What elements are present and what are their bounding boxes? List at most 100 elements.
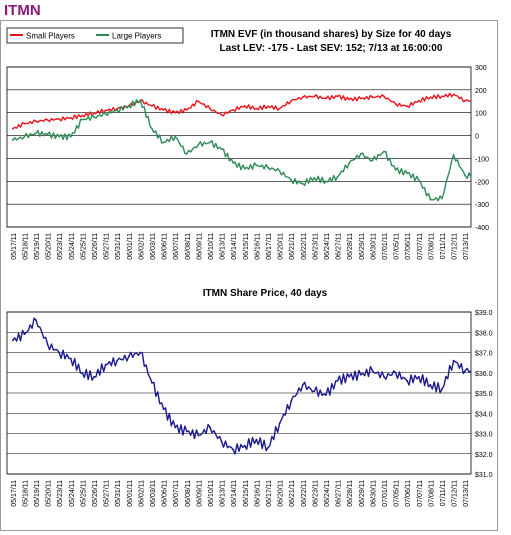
evf-data-point	[35, 132, 37, 135]
price-data-point	[116, 359, 119, 362]
evf-data-point	[243, 167, 246, 170]
price-x-tick-label: 05/18/11	[22, 480, 29, 507]
evf-x-tick-label: 06/16/11	[254, 233, 261, 260]
price-data-point	[185, 430, 188, 433]
evf-data-point	[267, 105, 269, 108]
price-data-point	[336, 379, 339, 382]
price-x-tick-label: 06/14/11	[231, 480, 238, 507]
price-data-point	[232, 448, 235, 451]
evf-data-point	[394, 103, 397, 105]
evf-x-tick-label: 07/06/11	[405, 233, 412, 260]
price-data-point	[81, 371, 84, 374]
price-data-point	[243, 444, 246, 447]
evf-data-point	[336, 95, 339, 98]
evf-x-tick-label: 07/05/11	[394, 233, 401, 260]
evf-data-point	[116, 107, 119, 110]
evf-y-tick-label: -100	[475, 156, 489, 163]
evf-x-tick-label: 07/08/11	[428, 233, 435, 260]
evf-x-tick-label: 06/13/11	[220, 233, 227, 260]
evf-data-point	[11, 139, 14, 142]
evf-data-point	[232, 162, 235, 164]
evf-x-tick-label: 06/23/11	[312, 233, 319, 260]
price-y-tick-label: $35.0	[475, 391, 493, 398]
evf-x-tick-label: 07/12/11	[452, 233, 459, 260]
evf-data-point	[220, 148, 223, 151]
evf-data-point	[406, 172, 409, 175]
evf-data-point	[197, 143, 200, 146]
evf-x-tick-label: 05/18/11	[22, 233, 29, 260]
evf-data-point	[452, 93, 455, 96]
evf-data-point	[46, 133, 49, 136]
price-data-point	[35, 319, 37, 321]
price-data-point	[46, 343, 49, 346]
price-x-tick-label: 06/29/11	[359, 480, 366, 507]
evf-x-tick-label: 06/22/11	[301, 233, 308, 260]
evf-legend-box	[6, 27, 184, 44]
evf-data-point	[301, 182, 304, 185]
evf-data-point	[383, 150, 385, 153]
price-y-tick-label: $33.0	[475, 432, 493, 439]
evf-data-point	[104, 112, 107, 115]
price-data-point	[359, 373, 362, 376]
evf-y-tick-label: -200	[475, 179, 489, 186]
price-x-tick-label: 06/28/11	[347, 480, 354, 507]
evf-data-point	[417, 179, 420, 182]
evf-x-tick-label: 05/26/11	[92, 233, 99, 260]
evf-x-tick-label: 06/15/11	[243, 233, 250, 260]
price-data-point	[127, 355, 130, 358]
evf-data-point	[325, 180, 327, 183]
evf-data-point	[325, 97, 327, 100]
evf-data-point	[429, 96, 432, 99]
evf-y-tick-label: -400	[475, 225, 489, 232]
price-x-tick-label: 05/23/11	[57, 480, 64, 507]
evf-data-point	[23, 135, 26, 138]
evf-data-point	[348, 98, 351, 101]
price-data-point	[23, 333, 26, 336]
price-data-point	[348, 375, 351, 378]
price-data-point	[429, 384, 432, 386]
evf-data-point	[69, 135, 72, 138]
evf-y-tick-label: 300	[475, 65, 487, 72]
evf-x-tick-label: 06/14/11	[231, 233, 238, 260]
evf-x-tick-label: 05/23/11	[57, 233, 64, 260]
evf-data-point	[139, 99, 142, 102]
price-data-point	[104, 363, 107, 366]
price-data-point	[267, 446, 269, 449]
evf-x-tick-label: 06/08/11	[185, 233, 192, 260]
price-x-tick-label: 05/19/11	[34, 480, 41, 507]
price-data-point	[383, 375, 385, 378]
price-data-point	[290, 400, 293, 402]
evf-data-point	[232, 109, 235, 111]
evf-x-tick-label: 05/20/11	[46, 233, 53, 260]
evf-data-point	[151, 104, 153, 107]
evf-data-point	[464, 99, 467, 102]
price-x-tick-label: 06/17/11	[266, 480, 273, 507]
price-x-tick-label: 06/08/11	[185, 480, 192, 507]
evf-data-point	[23, 122, 26, 125]
evf-y-tick-label: 0	[475, 134, 479, 141]
price-data-point	[394, 371, 397, 374]
price-data-point	[313, 390, 316, 392]
evf-x-tick-label: 06/30/11	[370, 233, 377, 260]
evf-data-point	[441, 95, 443, 98]
chart-frame: ITMN EVF (in thousand shares) by Size fo…	[0, 20, 498, 531]
price-data-point	[69, 357, 72, 360]
price-x-tick-label: 07/01/11	[382, 480, 389, 507]
price-chart-title: ITMN Share Price, 40 days	[203, 288, 328, 299]
evf-y-tick-label: 200	[475, 88, 487, 95]
price-x-tick-label: 06/20/11	[278, 480, 285, 507]
evf-data-point	[162, 141, 165, 144]
evf-data-point	[406, 105, 409, 108]
price-y-tick-label: $31.0	[475, 472, 493, 479]
evf-series-line	[12, 92, 472, 130]
evf-data-point	[290, 99, 293, 102]
evf-x-tick-label: 06/28/11	[347, 233, 354, 260]
evf-data-point	[383, 95, 385, 98]
evf-data-point	[209, 141, 211, 144]
evf-chart-title: ITMN EVF (in thousand shares) by Size fo…	[211, 29, 452, 40]
evf-data-point	[162, 109, 165, 111]
evf-data-point	[336, 175, 339, 178]
price-data-point	[255, 438, 258, 441]
price-x-tick-label: 06/16/11	[254, 480, 261, 507]
evf-x-tick-label: 07/11/11	[440, 233, 447, 259]
